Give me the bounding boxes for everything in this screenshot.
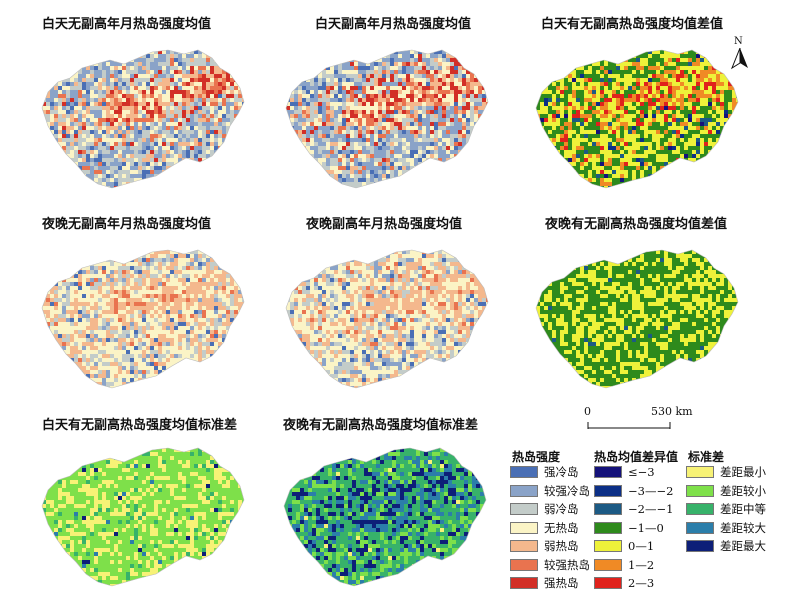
legend-item-difference: −3—−2 <box>594 484 673 498</box>
map-raster <box>42 50 244 188</box>
legend-label: 1—2 <box>628 557 655 572</box>
legend-item-intensity: 弱热岛 <box>510 539 579 553</box>
legend-item-difference: −2—−1 <box>594 502 673 516</box>
legend-label: −2—−1 <box>628 502 674 516</box>
legend-label: −1—0 <box>628 520 664 535</box>
legend-swatch <box>510 484 538 497</box>
legend-item-std: 差距较小 <box>686 484 766 498</box>
legend-label: 差距中等 <box>720 502 766 516</box>
north-arrow-icon <box>730 48 748 70</box>
map-day-std <box>41 447 245 587</box>
legend-label: 2—3 <box>628 576 655 590</box>
panel-title-day-std: 白天有无副高热岛强度均值标准差 <box>42 418 238 433</box>
legend-swatch <box>686 484 714 497</box>
map-raster <box>42 448 244 586</box>
legend-item-std: 差距最小 <box>686 465 766 479</box>
legend-item-intensity: 较强冷岛 <box>510 484 590 498</box>
legend-item-intensity: 无热岛 <box>510 521 579 535</box>
legend-swatch <box>686 466 714 478</box>
region-boundary <box>41 447 245 587</box>
legend-swatch <box>510 503 538 515</box>
scale-line <box>587 422 671 429</box>
legend-item-intensity: 较强热岛 <box>510 558 590 572</box>
legend-swatch <box>510 558 538 571</box>
region-boundary <box>285 249 489 389</box>
legend-swatch <box>510 540 538 552</box>
map-night-difference <box>535 249 739 389</box>
legend-swatch <box>510 466 538 478</box>
legend-label: −3—−2 <box>628 483 674 498</box>
panel-title-night-std: 夜晚有无副高热岛强度均值标准差 <box>283 418 479 433</box>
legend-item-intensity: 弱冷岛 <box>510 502 579 516</box>
legend-item-difference: 0—1 <box>594 539 654 553</box>
legend-label: 弱冷岛 <box>544 502 579 516</box>
map-raster <box>536 250 738 388</box>
legend-item-std: 差距中等 <box>686 502 766 516</box>
legend-title-std: 标准差 <box>688 450 725 464</box>
map-day-no-subtropical-high <box>41 49 245 189</box>
map-raster <box>284 448 486 586</box>
north-label: N <box>734 36 743 47</box>
map-raster <box>42 250 244 388</box>
region-boundary <box>535 49 739 189</box>
map-day-difference <box>535 49 739 189</box>
legend-label: 无热岛 <box>544 520 579 535</box>
legend-label: 弱热岛 <box>544 539 579 553</box>
legend-swatch <box>594 503 622 515</box>
scale-start-label: 0 <box>584 405 591 418</box>
legend-item-difference: −1—0 <box>594 521 664 535</box>
legend-label: 差距较小 <box>720 483 766 498</box>
legend-label: 较强热岛 <box>544 557 590 572</box>
panel-title-day-difference: 白天有无副高热岛强度均值差值 <box>541 17 724 32</box>
legend-title-intensity: 热岛强度 <box>512 450 561 464</box>
legend-label: 差距最大 <box>720 539 766 553</box>
legend-swatch <box>686 521 714 534</box>
region-boundary <box>41 249 245 389</box>
legend-swatch <box>594 540 622 552</box>
map-day-subtropical-high <box>285 49 489 189</box>
map-raster <box>286 250 488 388</box>
legend-swatch <box>686 540 714 552</box>
region-boundary <box>283 447 487 587</box>
map-night-no-subtropical-high <box>41 249 245 389</box>
legend-label: 0—1 <box>628 539 655 553</box>
legend-item-intensity: 强冷岛 <box>510 465 579 479</box>
map-night-subtropical-high <box>285 249 489 389</box>
legend-label: ≤−3 <box>628 465 655 479</box>
legend-swatch <box>594 484 622 497</box>
legend-swatch <box>594 466 622 478</box>
region-boundary <box>41 49 245 189</box>
legend-item-difference: 1—2 <box>594 558 654 572</box>
map-raster <box>286 50 488 188</box>
scale-bar: 0 530 km <box>580 405 700 431</box>
panel-title-night-no-subtropical-high: 夜晚无副高年月热岛强度均值 <box>42 217 212 232</box>
legend-label: 差距最小 <box>720 465 766 479</box>
map-raster <box>536 50 738 188</box>
legend-label: 强热岛 <box>544 576 579 590</box>
map-night-std <box>283 447 487 587</box>
north-arrow: N <box>730 36 750 70</box>
legend-item-std: 差距最大 <box>686 539 766 553</box>
legend-label: 较强冷岛 <box>544 483 590 498</box>
legend-swatch <box>594 521 622 534</box>
panel-title-night-subtropical-high: 夜晚副高年月热岛强度均值 <box>306 217 463 232</box>
panel-title-night-difference: 夜晚有无副高热岛强度均值差值 <box>545 217 728 232</box>
legend-swatch <box>594 577 622 589</box>
legend-item-difference: ≤−3 <box>594 465 655 479</box>
legend-item-difference: 2—3 <box>594 576 654 590</box>
region-boundary <box>285 49 489 189</box>
legend-label: 差距较大 <box>720 520 766 535</box>
panel-title-day-no-subtropical-high: 白天无副高年月热岛强度均值 <box>42 17 212 32</box>
legend-item-intensity: 强热岛 <box>510 576 579 590</box>
panel-title-day-subtropical-high: 白天副高年月热岛强度均值 <box>315 17 472 32</box>
legend-swatch <box>686 503 714 515</box>
legend-title-difference: 热岛均值差异值 <box>594 450 679 464</box>
scale-end-label: 530 km <box>651 405 693 418</box>
legend-swatch <box>594 558 622 571</box>
legend-swatch <box>510 521 538 534</box>
region-boundary <box>535 249 739 389</box>
legend-label: 强冷岛 <box>544 465 579 479</box>
legend-item-std: 差距较大 <box>686 521 766 535</box>
legend-swatch <box>510 577 538 589</box>
